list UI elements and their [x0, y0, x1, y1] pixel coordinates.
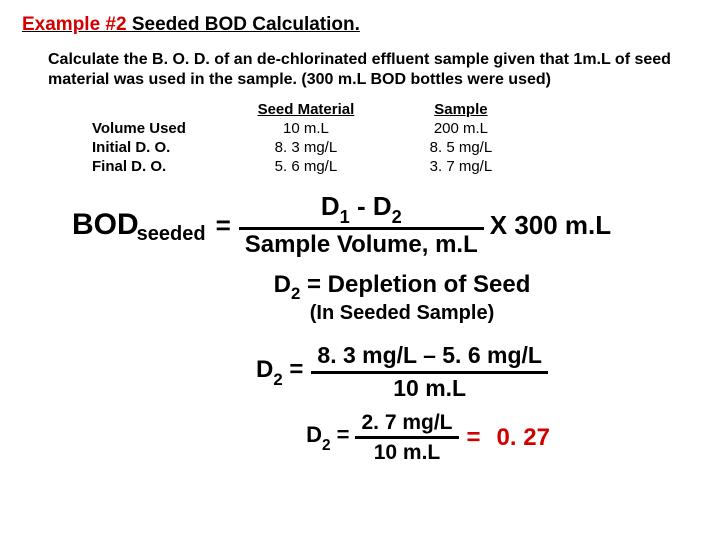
formula-numerator: D1 - D2 [315, 192, 408, 225]
col-sample-header: Sample [396, 100, 526, 119]
formula-eq: = [216, 210, 231, 241]
title-example-num: Example #2 [22, 14, 127, 35]
d2-calculation: D2 = 8. 3 mg/L – 5. 6 mg/L 10 m.L [22, 343, 720, 401]
row-initial-do-label: Initial D. O. [92, 138, 216, 157]
slide: Example #2 Seeded BOD Calculation. Calcu… [0, 0, 720, 478]
d2res-fraction: 2. 7 mg/L 10 m.L [355, 411, 458, 464]
d2calc-den: 10 m.L [387, 376, 472, 401]
d2res-bar [355, 436, 458, 439]
formula-denominator: Sample Volume, m.L [239, 232, 484, 258]
slide-title: Example #2 Seeded BOD Calculation. [22, 14, 698, 36]
row-initial-do-seed: 8. 3 mg/L [216, 138, 396, 157]
d2calc-bar [311, 371, 548, 374]
d2res-den: 10 m.L [368, 441, 447, 464]
formula-multiplier: X 300 m.L [490, 210, 611, 241]
formula-lhs: BODseeded [72, 208, 208, 242]
d2-definition: D2 = Depletion of Seed [112, 271, 692, 303]
d2res-eq: = [467, 424, 481, 452]
bod-formula: BODseeded = D1 - D2 Sample Volume, m.L X… [72, 192, 698, 259]
formula-fraction: D1 - D2 Sample Volume, m.L [239, 192, 484, 259]
title-rest: Seeded BOD Calculation. [127, 14, 360, 35]
d2-result: D2 = 2. 7 mg/L 10 m.L = 0. 27 [22, 411, 720, 464]
row-final-do-seed: 5. 6 mg/L [216, 157, 396, 176]
d2calc-fraction: 8. 3 mg/L – 5. 6 mg/L 10 m.L [311, 343, 548, 401]
row-final-do-label: Final D. O. [92, 157, 216, 176]
d2res-num: 2. 7 mg/L [355, 411, 458, 434]
d2-note: (In Seeded Sample) [112, 302, 692, 325]
data-table: Seed Material Sample Volume Used 10 m.L … [92, 100, 698, 176]
d2calc-lhs: D2 = [256, 356, 303, 388]
row-volume-label: Volume Used [92, 119, 216, 138]
problem-statement: Calculate the B. O. D. of an de-chlorina… [48, 50, 688, 90]
formula-lhs-var: BOD [72, 208, 139, 241]
row-final-do-sample: 3. 7 mg/L [396, 157, 526, 176]
row-volume-sample: 200 m.L [396, 119, 526, 138]
d2calc-num: 8. 3 mg/L – 5. 6 mg/L [311, 343, 548, 368]
row-volume-seed: 10 m.L [216, 119, 396, 138]
col-seed-header: Seed Material [216, 100, 396, 119]
d2res-lhs: D2 = [306, 422, 349, 452]
formula-bar [239, 227, 484, 230]
d2res-value: 0. 27 [497, 424, 550, 452]
formula-lhs-sub: seeded [137, 223, 206, 245]
row-initial-do-sample: 8. 5 mg/L [396, 138, 526, 157]
